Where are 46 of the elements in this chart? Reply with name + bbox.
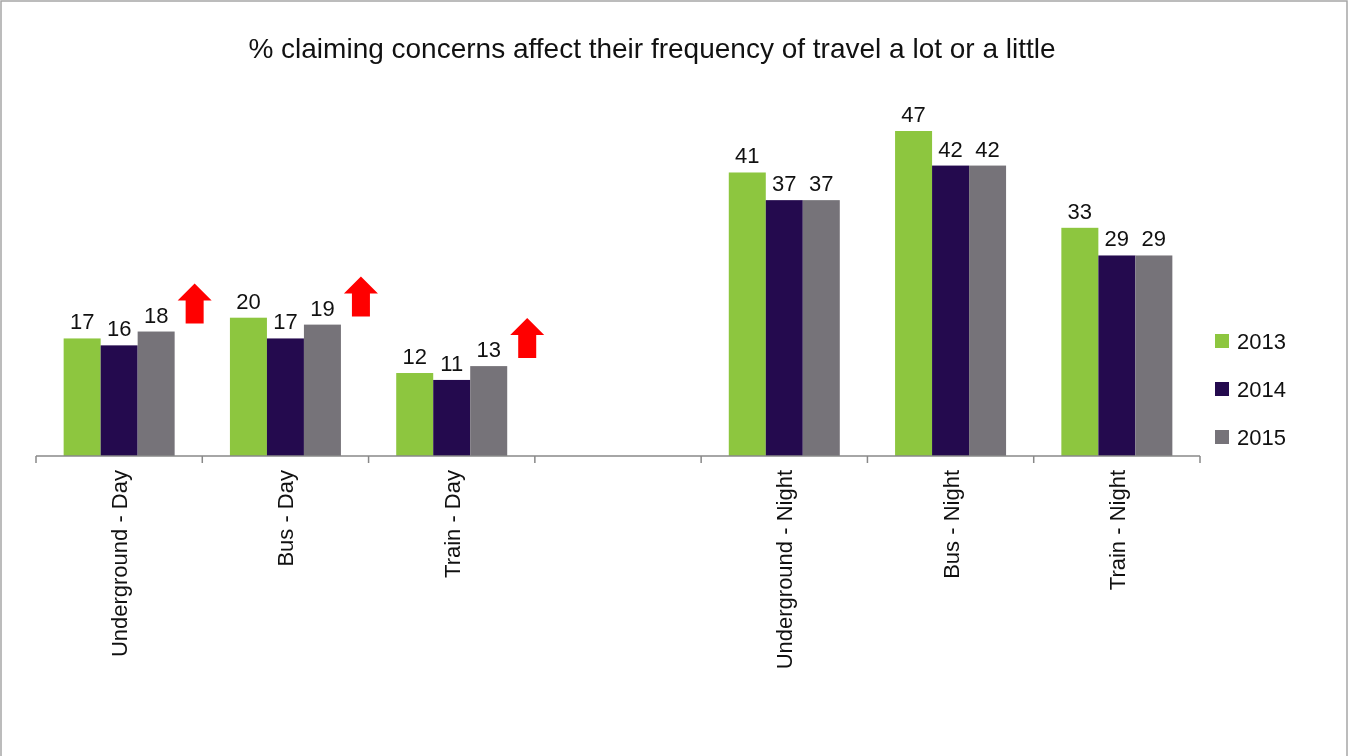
data-label: 13	[476, 337, 501, 363]
data-label: 47	[901, 102, 926, 127]
data-label: 20	[236, 288, 261, 314]
bar	[1098, 255, 1136, 456]
bar	[1135, 255, 1173, 456]
bar	[969, 165, 1007, 456]
bar	[266, 338, 304, 456]
data-label: 11	[440, 350, 464, 376]
data-label: 37	[772, 171, 797, 197]
bar	[63, 338, 101, 456]
bar	[802, 200, 840, 456]
bar	[229, 317, 267, 456]
legend-label: 2014	[1237, 377, 1286, 402]
bar	[100, 345, 138, 456]
x-tick-label: Bus - Day	[273, 470, 299, 567]
data-label: 37	[809, 171, 834, 197]
bar	[137, 331, 175, 456]
bar	[303, 324, 341, 456]
data-label: 17	[273, 309, 298, 335]
bar	[1061, 227, 1099, 456]
data-label: 18	[143, 302, 169, 328]
data-label: 29	[1141, 226, 1167, 252]
x-tick-label: Underground - Day	[107, 470, 133, 658]
data-label: 29	[1104, 226, 1130, 252]
data-label: 17	[69, 309, 95, 335]
bar	[765, 200, 803, 456]
x-tick-label: Underground - Night	[772, 470, 798, 670]
data-label: 42	[938, 136, 963, 162]
bar	[895, 131, 933, 456]
bar	[433, 379, 471, 456]
data-label: 33	[1067, 198, 1093, 224]
bar	[932, 165, 970, 456]
legend-label: 2015	[1237, 425, 1286, 450]
data-label: 16	[106, 316, 132, 342]
data-label: 12	[402, 344, 427, 370]
x-tick-label: Train - Night	[1104, 470, 1130, 591]
bar	[728, 172, 766, 456]
bar	[470, 366, 508, 456]
data-label: 42	[975, 136, 1000, 162]
x-tick-label: Bus - Night	[938, 470, 964, 579]
data-label: 19	[310, 295, 335, 321]
bar	[396, 373, 434, 456]
chart-title: % claiming concerns affect their frequency of travel a lot or a little	[248, 33, 1056, 64]
data-label: 41	[735, 143, 760, 169]
x-tick-label: Train - Day	[439, 470, 465, 578]
legend-label: 2013	[1237, 329, 1286, 354]
